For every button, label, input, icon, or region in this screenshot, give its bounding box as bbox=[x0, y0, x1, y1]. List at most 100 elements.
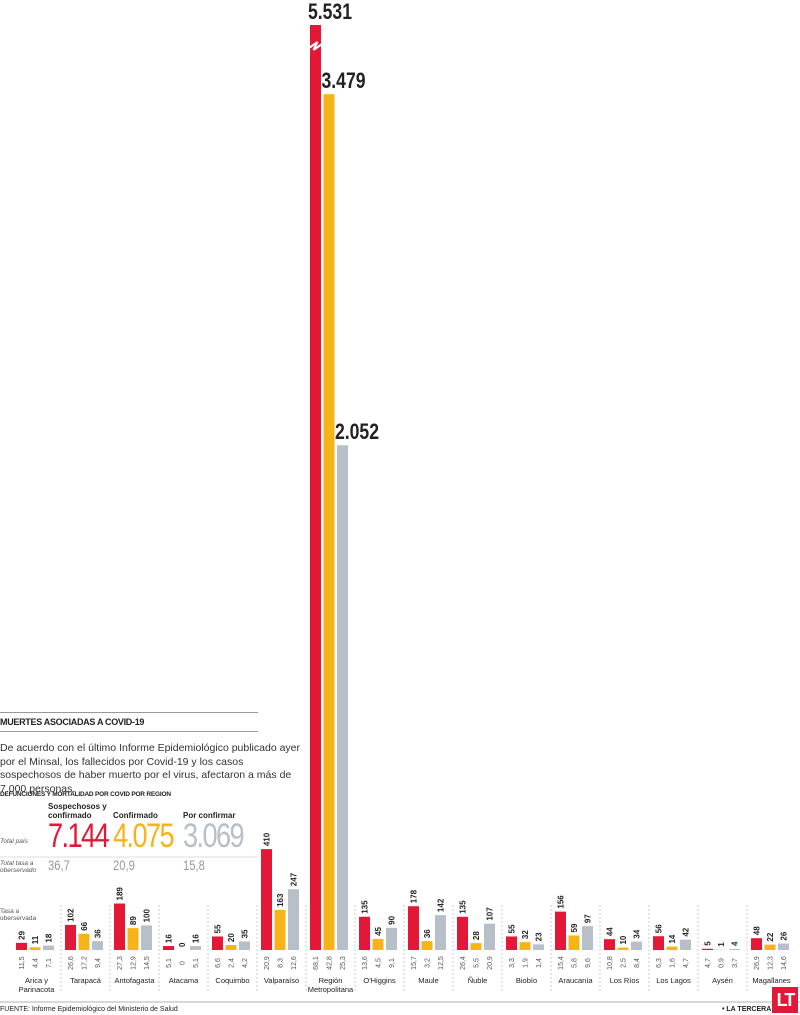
category-label: Los Ríos bbox=[609, 976, 640, 985]
rate-label: 4,4 bbox=[33, 958, 40, 968]
bar bbox=[519, 942, 531, 950]
value-label: 29 bbox=[18, 930, 27, 939]
rate-label: 5,8 bbox=[572, 958, 579, 968]
total-rate: 20,9 bbox=[113, 857, 135, 873]
rate-label: 14,6 bbox=[781, 956, 788, 970]
bar bbox=[457, 916, 468, 950]
bar bbox=[43, 945, 54, 950]
value-label: 42 bbox=[682, 927, 691, 936]
category-label: Arica y Parinacota bbox=[18, 976, 55, 994]
total-value: 4.075 bbox=[113, 817, 175, 855]
value-label: 4 bbox=[731, 941, 740, 946]
bar bbox=[555, 911, 566, 950]
value-label: 135 bbox=[361, 900, 370, 914]
category-label: Los Lagos bbox=[656, 976, 691, 985]
bar bbox=[261, 849, 272, 950]
legend-label: Confirmado bbox=[113, 811, 158, 820]
rate-label: 3,3 bbox=[509, 958, 516, 968]
bar bbox=[604, 939, 615, 950]
rate-label: 6,6 bbox=[215, 958, 222, 968]
bar bbox=[751, 938, 762, 950]
rate-label: 20,9 bbox=[264, 956, 271, 970]
bar bbox=[225, 945, 237, 950]
value-label: 89 bbox=[129, 916, 138, 925]
rate-label: 5,1 bbox=[166, 958, 173, 968]
bar bbox=[16, 942, 27, 950]
bar bbox=[274, 909, 286, 950]
value-label: 10 bbox=[619, 935, 628, 944]
value-label: 90 bbox=[388, 915, 397, 924]
rate-label: 14,5 bbox=[144, 956, 151, 970]
legend-label: Sospechosos y confirmado bbox=[48, 802, 107, 820]
bar bbox=[631, 941, 642, 950]
bar bbox=[163, 946, 174, 950]
value-label: 56 bbox=[655, 924, 664, 933]
total-caption: Total país bbox=[0, 838, 28, 845]
rate-label: 11,5 bbox=[19, 956, 26, 969]
bar bbox=[653, 936, 664, 950]
rate-label: 25,3 bbox=[340, 956, 347, 970]
bar bbox=[288, 889, 299, 950]
bar bbox=[533, 944, 544, 950]
rate-label: 5,1 bbox=[193, 958, 200, 968]
bar bbox=[92, 941, 103, 950]
value-label: 55 bbox=[214, 924, 223, 933]
bar bbox=[435, 915, 446, 950]
value-label: 410 bbox=[263, 832, 272, 846]
value-label: 163 bbox=[276, 893, 285, 907]
total-rate: 36,7 bbox=[48, 857, 70, 873]
rate-label: 15,7 bbox=[411, 956, 418, 970]
bar bbox=[617, 947, 629, 950]
rate-label: 4,7 bbox=[705, 958, 712, 968]
value-label: 45 bbox=[374, 926, 383, 935]
rate-label: 1,6 bbox=[670, 958, 677, 968]
bar bbox=[78, 933, 90, 950]
category-label: Maule bbox=[418, 976, 439, 985]
rate-label: 0,9 bbox=[719, 958, 726, 968]
rate-label: 26,9 bbox=[754, 956, 761, 970]
category-label: Araucanía bbox=[558, 976, 593, 985]
rate-label: 26,4 bbox=[460, 956, 467, 970]
rate-label: 42,8 bbox=[327, 956, 334, 970]
legend-label: Por confirmar bbox=[183, 811, 236, 820]
value-label: 22 bbox=[766, 932, 775, 941]
value-label: 44 bbox=[606, 927, 615, 936]
value-label: 100 bbox=[143, 909, 152, 923]
bar bbox=[114, 903, 125, 950]
category-label: Antofagasta bbox=[114, 976, 155, 985]
bar bbox=[568, 935, 580, 950]
rate-label: 26,6 bbox=[68, 956, 75, 970]
bar bbox=[702, 948, 713, 950]
rate-label: 8,4 bbox=[634, 958, 641, 968]
rate-label: 3,2 bbox=[425, 958, 432, 968]
value-label: 32 bbox=[521, 930, 530, 939]
rate-label: 13,6 bbox=[362, 956, 369, 970]
logo: LT bbox=[772, 987, 798, 1013]
value-label: 11 bbox=[31, 935, 40, 944]
bar bbox=[127, 928, 139, 950]
value-label: 55 bbox=[508, 924, 517, 933]
bar bbox=[337, 445, 348, 950]
value-label: 135 bbox=[459, 900, 468, 914]
total-rate-caption: Total tasa a oberservado bbox=[0, 860, 37, 874]
value-label: 36 bbox=[94, 929, 103, 938]
rate-label: 9,6 bbox=[585, 958, 592, 968]
brand: • LA TERCERA bbox=[722, 1006, 772, 1013]
rate-label: 6,3 bbox=[656, 958, 663, 968]
value-label: 59 bbox=[570, 923, 579, 932]
rate-label: 17,2 bbox=[82, 956, 89, 970]
bar bbox=[778, 943, 789, 950]
bar bbox=[239, 941, 250, 950]
bar bbox=[764, 944, 776, 950]
value-label: 34 bbox=[633, 929, 642, 938]
category-label: Aysén bbox=[712, 976, 733, 985]
bar bbox=[680, 939, 691, 950]
value-label: 1 bbox=[717, 942, 726, 947]
category-label: Valparaíso bbox=[263, 976, 300, 985]
rate-label: 5,5 bbox=[474, 958, 481, 968]
value-label: 5.531 bbox=[308, 0, 352, 24]
bar bbox=[323, 94, 335, 950]
bar bbox=[141, 925, 152, 950]
value-label: 20 bbox=[227, 933, 236, 942]
